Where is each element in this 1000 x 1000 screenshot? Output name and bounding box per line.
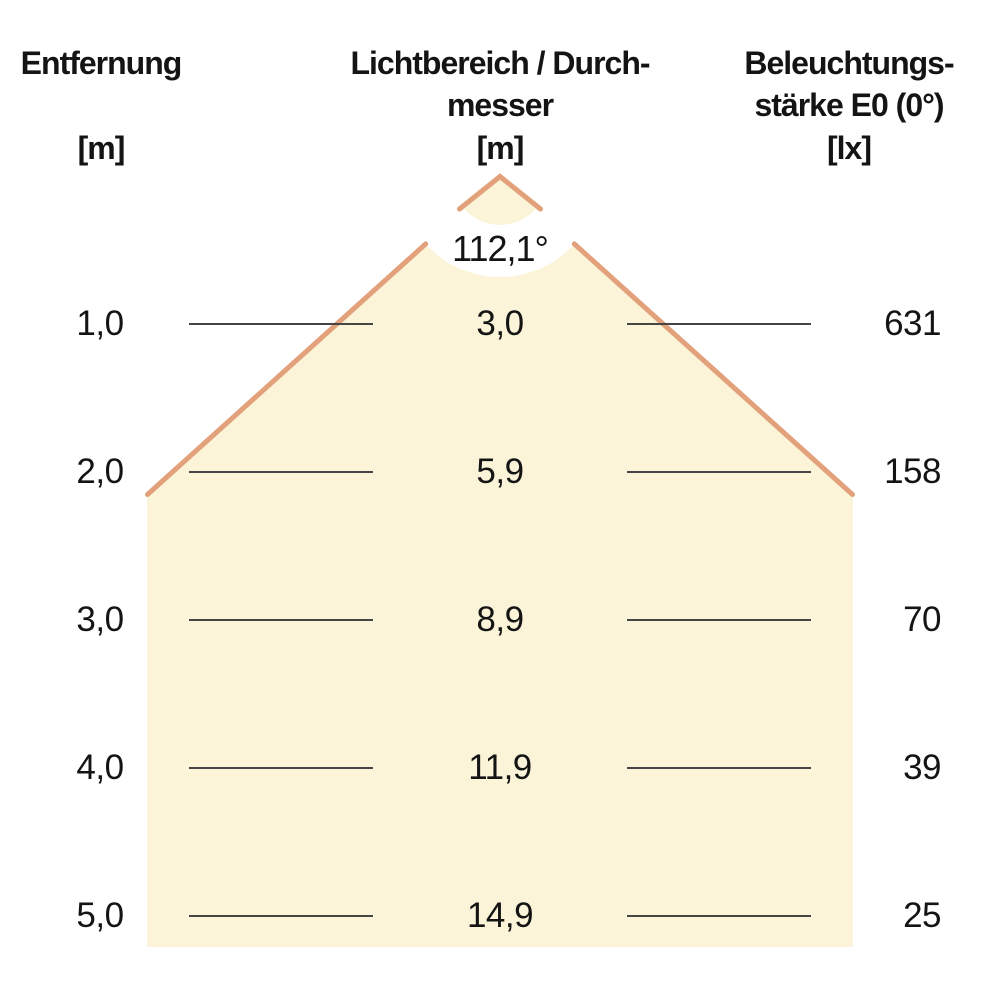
apex-wedge-shape	[462, 177, 538, 226]
header-illuminance-title-line2: stärke E0 (0°)	[754, 87, 944, 123]
row-4-diameter: 11,9	[468, 748, 532, 787]
row-1-illuminance: 631	[884, 304, 941, 343]
row-5-diameter: 14,9	[466, 896, 534, 935]
row-1-distance: 1,0	[76, 304, 124, 343]
header-illuminance-title-line1: Beleuchtungs-	[744, 45, 954, 81]
cone-left-edge-stroke	[145, 241, 429, 497]
row-1-diameter: 3,0	[476, 304, 524, 343]
cone-body-shape	[147, 243, 853, 947]
beam-angle-label: 112,1°	[452, 228, 549, 269]
row-2-distance: 2,0	[76, 452, 124, 491]
apex-wedge-edge-stroke	[457, 173, 543, 212]
header-diameter-title-line1: Lichtbereich / Durch-	[350, 45, 650, 81]
header-distance-unit: [m]	[77, 130, 126, 166]
row-4-illuminance: 39	[903, 748, 941, 787]
row-2-diameter: 5,9	[476, 452, 524, 491]
header-diameter-unit: [m]	[476, 130, 525, 166]
row-2-illuminance: 158	[884, 452, 941, 491]
header-diameter-title-line2: messer	[446, 87, 554, 123]
row-3-illuminance: 70	[903, 600, 941, 639]
row-3-diameter: 8,9	[476, 600, 524, 639]
row-3-distance: 3,0	[76, 600, 124, 639]
row-4-distance: 4,0	[76, 748, 124, 787]
row-5-illuminance: 25	[903, 896, 941, 935]
cone-right-edge-stroke	[571, 241, 855, 497]
row-5-distance: 5,0	[76, 896, 124, 935]
header-illuminance-unit: [lx]	[827, 130, 872, 166]
header-distance-title: Entfernung	[20, 45, 183, 81]
